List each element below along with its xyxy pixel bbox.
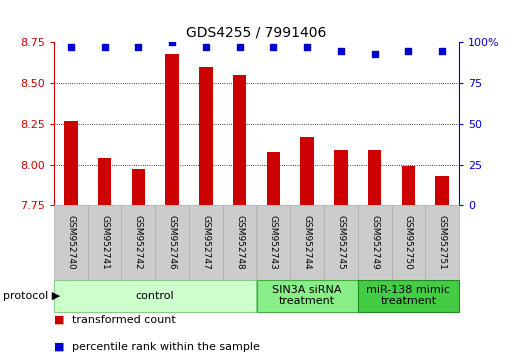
Text: percentile rank within the sample: percentile rank within the sample — [72, 342, 260, 352]
Bar — [290, 205, 324, 280]
Text: GSM952744: GSM952744 — [303, 215, 312, 270]
Text: GSM952748: GSM952748 — [235, 215, 244, 270]
Point — [67, 45, 75, 50]
Text: miR-138 mimic
treatment: miR-138 mimic treatment — [366, 285, 450, 307]
Title: GDS4255 / 7991406: GDS4255 / 7991406 — [186, 26, 327, 40]
Text: ■: ■ — [54, 342, 64, 352]
Point — [101, 45, 109, 50]
Bar — [88, 205, 122, 280]
Text: GSM952742: GSM952742 — [134, 215, 143, 270]
Bar — [98, 158, 111, 205]
Text: GSM952745: GSM952745 — [337, 215, 345, 270]
Text: ■: ■ — [54, 315, 64, 325]
Bar — [155, 205, 189, 280]
Text: GSM952750: GSM952750 — [404, 215, 413, 270]
Text: GSM952749: GSM952749 — [370, 215, 379, 270]
Bar — [301, 137, 314, 205]
Bar — [256, 205, 290, 280]
Bar — [199, 67, 212, 205]
Point — [303, 45, 311, 50]
Point — [269, 45, 278, 50]
Bar — [436, 176, 449, 205]
Bar — [368, 150, 382, 205]
Bar — [165, 54, 179, 205]
Text: GSM952746: GSM952746 — [168, 215, 176, 270]
Text: GSM952751: GSM952751 — [438, 215, 447, 270]
Bar — [189, 205, 223, 280]
Bar — [391, 205, 425, 280]
Bar — [358, 205, 391, 280]
Bar — [334, 150, 348, 205]
Text: GSM952740: GSM952740 — [66, 215, 75, 270]
Bar — [54, 205, 88, 280]
Text: GSM952743: GSM952743 — [269, 215, 278, 270]
Bar — [324, 205, 358, 280]
Bar — [358, 280, 459, 312]
Text: GSM952747: GSM952747 — [201, 215, 210, 270]
Point — [404, 48, 412, 53]
Bar — [54, 280, 256, 312]
Point — [438, 48, 446, 53]
Bar — [267, 152, 280, 205]
Bar — [402, 166, 415, 205]
Text: control: control — [136, 291, 174, 301]
Bar — [233, 75, 246, 205]
Text: transformed count: transformed count — [72, 315, 175, 325]
Bar — [122, 205, 155, 280]
Point — [337, 48, 345, 53]
Point — [370, 51, 379, 57]
Text: SIN3A siRNA
treatment: SIN3A siRNA treatment — [272, 285, 342, 307]
Point — [134, 45, 143, 50]
Point — [202, 45, 210, 50]
Bar — [131, 170, 145, 205]
Point — [235, 45, 244, 50]
Bar — [64, 121, 77, 205]
Point — [168, 40, 176, 45]
Text: protocol ▶: protocol ▶ — [3, 291, 60, 301]
Text: GSM952741: GSM952741 — [100, 215, 109, 270]
Bar — [223, 205, 256, 280]
Bar — [256, 280, 358, 312]
Bar — [425, 205, 459, 280]
